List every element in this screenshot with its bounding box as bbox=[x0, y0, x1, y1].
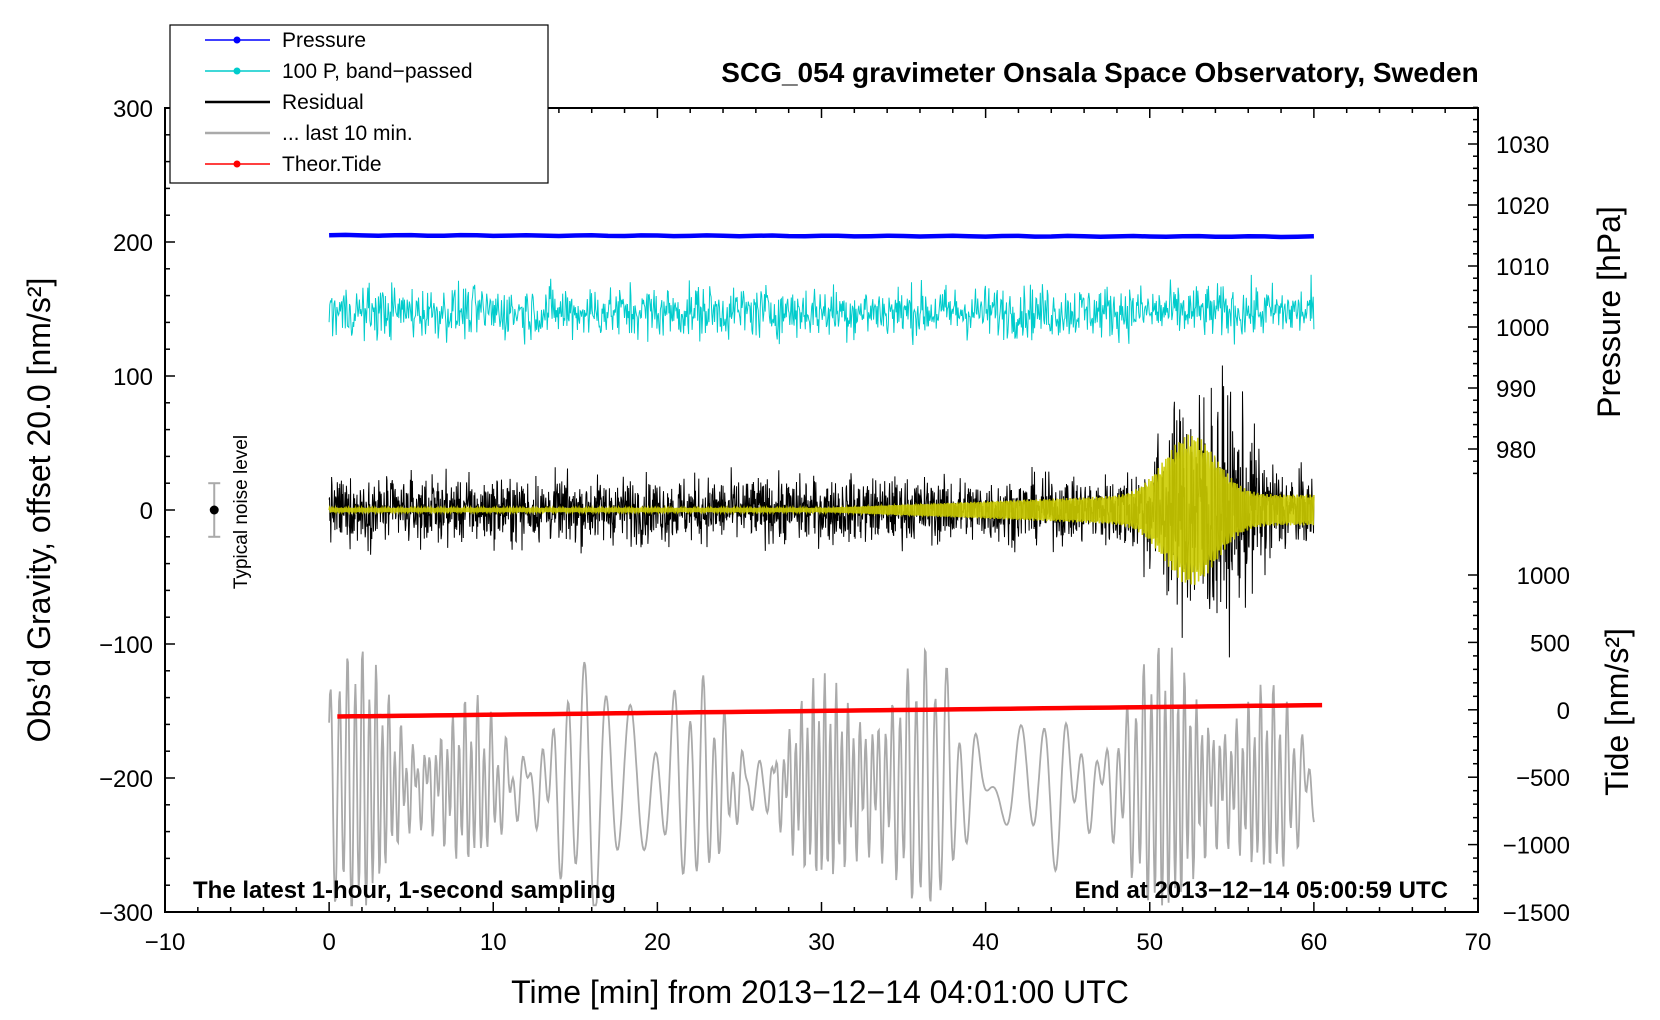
y-tick-label-left: 0 bbox=[140, 498, 153, 525]
x-axis-label: Time [min] from 2013−12−14 04:01:00 UTC bbox=[511, 974, 1129, 1010]
y-axis-label-left: Obs’d Gravity, offset 20.0 [nm/s²] bbox=[21, 278, 57, 743]
legend: Pressure 100 P, band−passed Residual ... la… bbox=[169, 24, 549, 184]
y-tick-label-tide: −1500 bbox=[1503, 900, 1570, 927]
series-pressure-line bbox=[329, 232, 1314, 240]
series-band-passed-pressure-line bbox=[328, 274, 1315, 346]
x-tick-label: 30 bbox=[808, 929, 835, 956]
legend-label: Residual bbox=[282, 91, 364, 114]
legend-swatch-marker bbox=[233, 160, 241, 168]
y-tick-label-pressure: 1030 bbox=[1496, 132, 1549, 159]
legend-swatch-marker bbox=[233, 67, 241, 75]
y-tick-label-tide: −1000 bbox=[1503, 833, 1570, 860]
y-tick-label-left: −100 bbox=[99, 632, 153, 659]
legend-box bbox=[169, 24, 549, 184]
legend-label: 100 P, band−passed bbox=[282, 60, 473, 83]
series-residual-line bbox=[328, 365, 1315, 658]
x-tick-label: 60 bbox=[1301, 929, 1328, 956]
y-tick-label-left: 200 bbox=[113, 230, 153, 257]
noise-label: Typical noise level bbox=[231, 435, 252, 589]
legend-label: ... last 10 min. bbox=[282, 122, 413, 145]
noise-bar-center-dot bbox=[209, 505, 219, 515]
y-tick-label-tide: 0 bbox=[1557, 698, 1570, 725]
x-tick-label: 10 bbox=[480, 929, 507, 956]
series-theoretical-tide-line bbox=[337, 702, 1323, 719]
y-tick-label-tide: 1000 bbox=[1517, 563, 1570, 590]
y-tick-label-pressure: 1020 bbox=[1496, 193, 1549, 220]
y-axis-label-tide: Tide [nm/s²] bbox=[1599, 628, 1635, 796]
legend-label: Theor.Tide bbox=[282, 153, 382, 176]
x-tick-label: 50 bbox=[1136, 929, 1163, 956]
x-tick-label: 70 bbox=[1465, 929, 1492, 956]
data-layer bbox=[328, 232, 1323, 907]
x-tick-label: 40 bbox=[972, 929, 999, 956]
legend-swatch-marker bbox=[233, 36, 241, 44]
x-tick-label: 20 bbox=[644, 929, 671, 956]
y-tick-label-left: −200 bbox=[99, 766, 153, 793]
noise-bar bbox=[208, 482, 221, 538]
x-tick-label: −10 bbox=[145, 929, 186, 956]
y-tick-label-tide: −500 bbox=[1516, 765, 1570, 792]
x-tick-label: 0 bbox=[322, 929, 335, 956]
y-tick-label-left: 100 bbox=[113, 364, 153, 391]
y-tick-label-pressure: 1010 bbox=[1496, 254, 1549, 281]
ticks-layer: −10 0 10 20 30 40 50 60 703002001000−100−200−300… bbox=[99, 96, 1570, 956]
y-tick-label-pressure: 980 bbox=[1496, 437, 1536, 464]
y-tick-label-pressure: 990 bbox=[1496, 376, 1536, 403]
annotation-end-time: End at 2013−12−14 05:00:59 UTC bbox=[1074, 877, 1448, 904]
series-last-10-min-line bbox=[328, 647, 1315, 907]
chart-title: SCG_054 gravimeter Onsala Space Observat… bbox=[721, 57, 1478, 88]
y-tick-label-tide: 500 bbox=[1530, 630, 1570, 657]
y-tick-label-left: −300 bbox=[99, 900, 153, 927]
y-tick-label-pressure: 1000 bbox=[1496, 315, 1549, 342]
series-residual-filtered-line bbox=[328, 434, 1315, 585]
y-tick-label-left: 300 bbox=[113, 96, 153, 123]
annotation-sampling: The latest 1-hour, 1-second sampling bbox=[193, 877, 616, 904]
legend-label: Pressure bbox=[282, 29, 366, 52]
y-axis-label-pressure: Pressure [hPa] bbox=[1591, 206, 1627, 418]
